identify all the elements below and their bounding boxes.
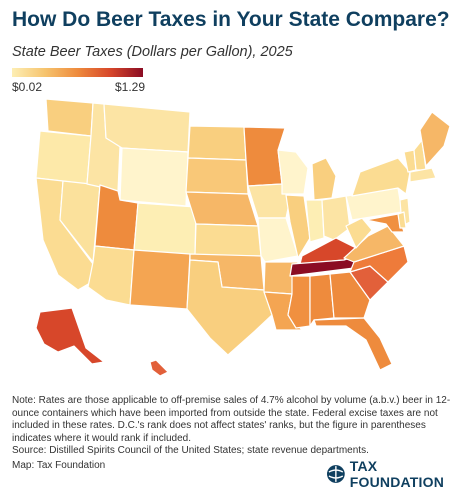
state-WY <box>119 147 189 207</box>
state-WV <box>345 217 373 249</box>
map-subtitle: State Beer Taxes (Dollars per Gallon), 2… <box>12 44 293 60</box>
note-text: Note: Rates are those applicable to off-… <box>12 395 467 458</box>
state-NM <box>129 249 191 310</box>
state-MI <box>311 157 337 201</box>
map-credit: Map: Tax Foundation <box>12 460 106 471</box>
state-WA <box>45 98 94 137</box>
state-MO <box>257 217 299 263</box>
tax-foundation-logo: TAX FOUNDATION <box>326 458 474 490</box>
legend-color-scale <box>12 68 143 77</box>
brand-name: TAX FOUNDATION <box>349 458 445 490</box>
state-CO <box>133 202 197 256</box>
state-DE <box>397 211 407 229</box>
state-GA <box>329 271 371 319</box>
state-AK <box>35 307 105 365</box>
state-MA <box>409 167 437 183</box>
legend-min-label: $0.02 <box>12 80 43 94</box>
state-NE <box>185 191 259 227</box>
state-AZ <box>87 245 135 306</box>
state-FL <box>313 317 393 371</box>
us-state-map <box>35 98 451 377</box>
state-TX <box>186 259 273 356</box>
page-title: How Do Beer Taxes in Your State Compare? <box>12 8 450 31</box>
state-OH <box>321 195 351 241</box>
globe-logo-icon <box>326 465 345 483</box>
state-ND <box>187 125 247 161</box>
state-SD <box>185 157 249 195</box>
state-OR <box>35 130 92 185</box>
state-HI <box>149 359 169 377</box>
state-ME <box>419 111 451 167</box>
state-IL <box>285 194 311 259</box>
note-paragraph: Note: Rates are those applicable to off-… <box>12 395 451 444</box>
state-MD <box>365 213 405 233</box>
state-KS <box>194 223 262 257</box>
state-MT <box>103 103 191 153</box>
state-NY <box>351 157 411 197</box>
state-IN <box>305 199 325 243</box>
source-text: Source: Distilled Spirits Council of the… <box>12 445 369 456</box>
legend-max-label: $1.29 <box>115 80 146 94</box>
state-WI <box>277 149 309 195</box>
